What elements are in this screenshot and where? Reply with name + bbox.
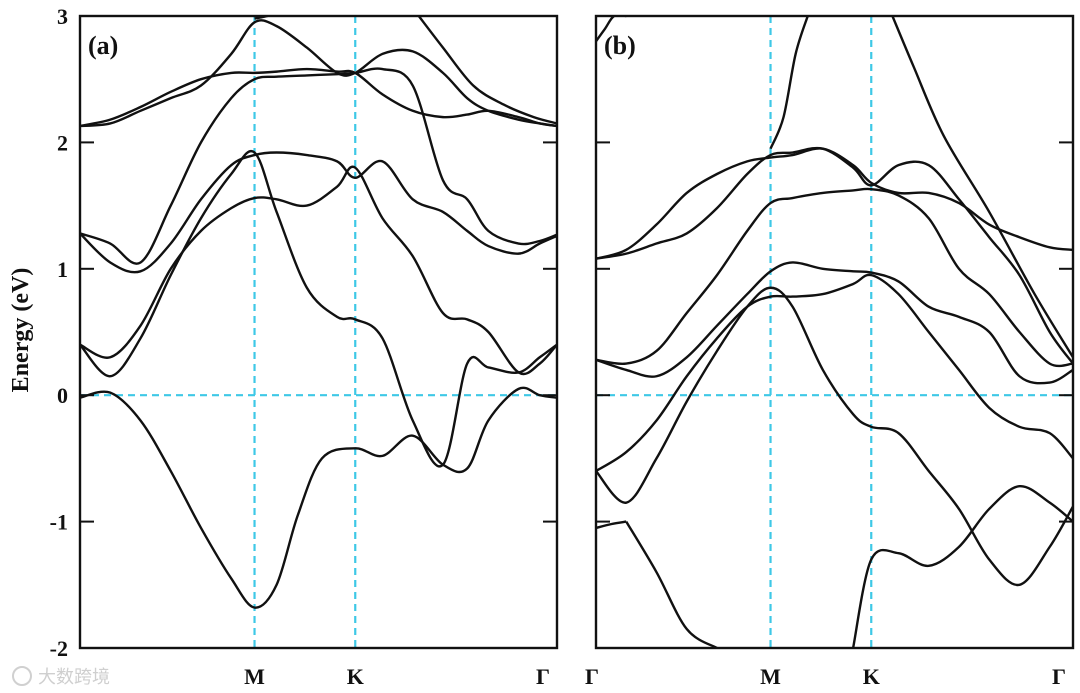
band-2 (80, 149, 557, 468)
band-lines (596, 16, 1073, 648)
x-tick-label: M (244, 664, 265, 689)
x-tick-label: K (347, 664, 364, 689)
band-1 (596, 520, 627, 530)
band-11 (596, 16, 627, 42)
band-12 (891, 16, 1073, 358)
y-tick-label: -2 (50, 636, 68, 661)
x-tick-label: Γ (585, 664, 599, 689)
panel-a: -2 -1 0 1 2 3 M K Γ (a) (50, 4, 559, 689)
band-lines (80, 16, 557, 609)
y-tick-label: 3 (57, 4, 68, 29)
y-tick-label: 2 (57, 130, 68, 155)
band-3 (851, 485, 1073, 648)
band-1 (80, 386, 557, 609)
band-6 (80, 67, 557, 128)
band-4 (596, 286, 1073, 587)
y-tick-label: 0 (57, 383, 68, 408)
panel-label: (a) (88, 31, 118, 60)
band-4 (80, 151, 557, 274)
x-tick-label: Γ (536, 664, 550, 689)
panel-b: Γ M K Γ (b) (585, 14, 1075, 689)
band-2 (625, 520, 718, 648)
x-tick-label: Γ (1052, 664, 1066, 689)
panel-frame (594, 14, 1075, 650)
y-axis-title: Energy (eV) (8, 268, 34, 393)
band-5 (80, 67, 557, 265)
band-5 (596, 273, 1073, 473)
band-8 (596, 146, 1073, 365)
band-9 (596, 147, 1073, 260)
watermark-text: 大数跨境 (38, 667, 110, 688)
band-3 (80, 165, 557, 376)
band-7 (596, 187, 1073, 368)
y-tick-label: 1 (57, 257, 68, 282)
band-10 (769, 16, 809, 150)
watermark: 大数跨境 (12, 666, 110, 688)
panel-label: (b) (604, 31, 636, 60)
band-9 (417, 16, 557, 125)
y-tick-label: -1 (50, 510, 68, 535)
panels: -2 -1 0 1 2 3 M K Γ (a) Γ M K Γ (b) (50, 4, 1075, 689)
watermark-logo-icon (12, 666, 32, 686)
x-tick-label: K (863, 664, 880, 689)
panel-frame (78, 14, 559, 650)
band-6 (596, 261, 1073, 385)
x-tick-label: M (760, 664, 781, 689)
band-7 (80, 19, 557, 128)
